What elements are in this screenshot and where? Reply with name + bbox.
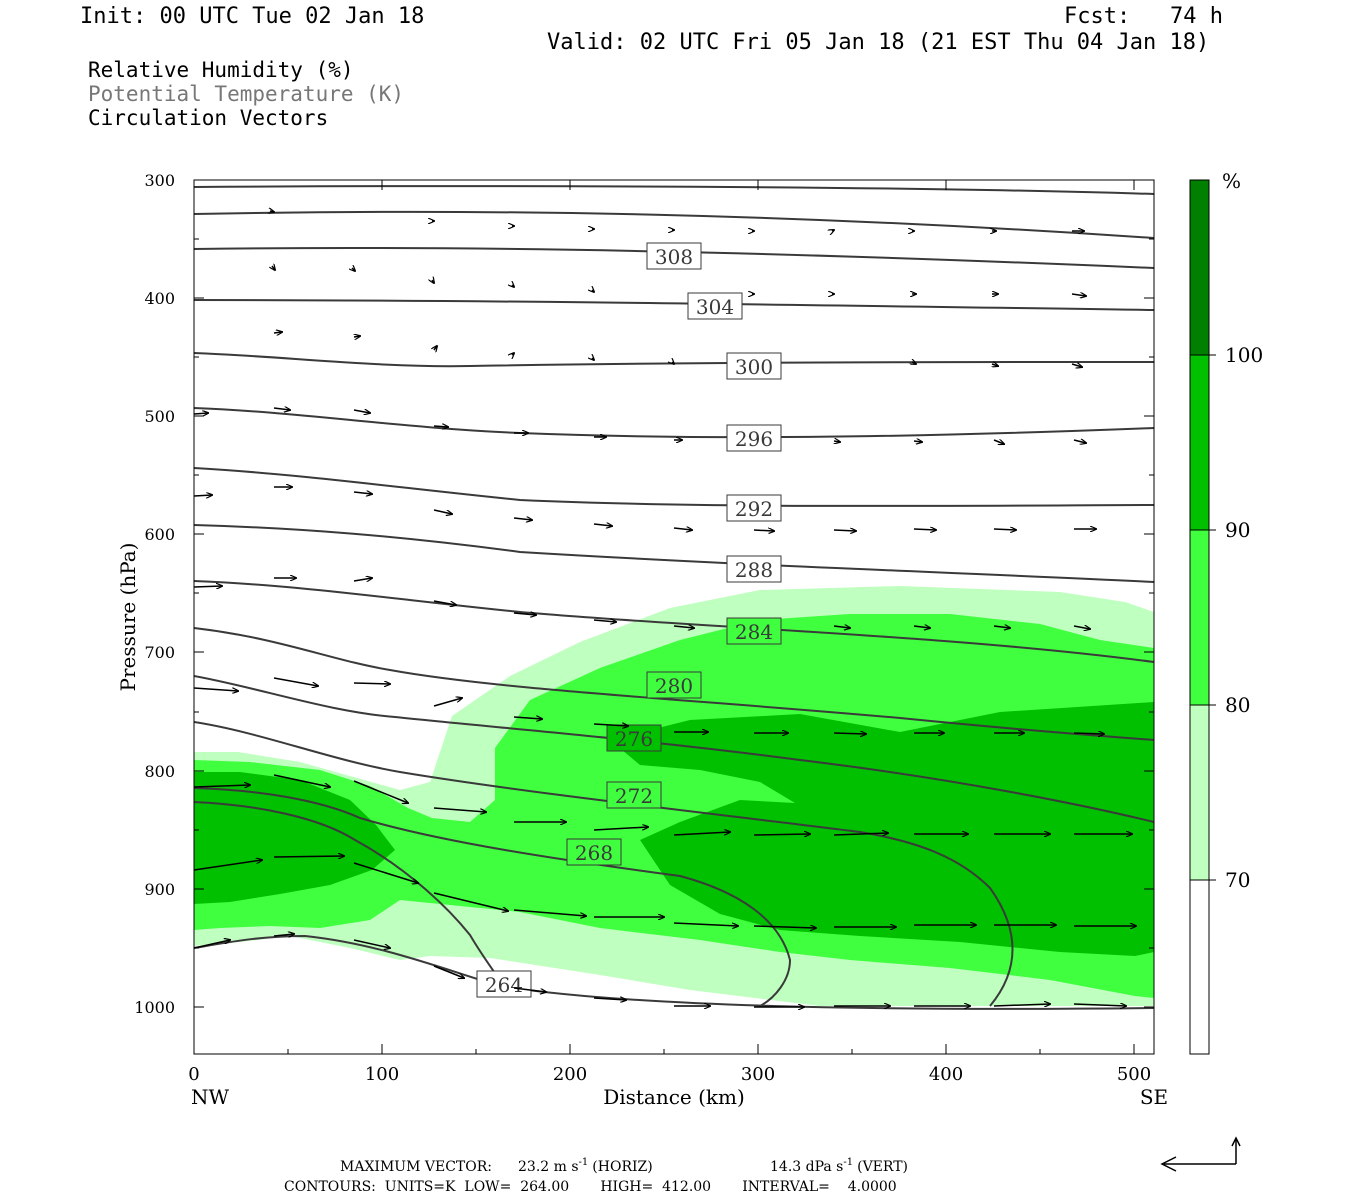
theta-line	[194, 801, 498, 977]
forecast-hour: Fcst: 74 h	[1064, 4, 1223, 29]
theta-label-276: 276	[606, 724, 662, 752]
svg-text:308: 308	[655, 245, 693, 269]
svg-text:288: 288	[735, 558, 773, 582]
theta-label-296: 296	[726, 424, 782, 452]
legend-vectors: Circulation Vectors	[88, 106, 329, 130]
colorbar: % 100 90 80 70	[1189, 169, 1263, 1055]
theta-label-280: 280	[646, 671, 702, 699]
svg-text:292: 292	[735, 497, 773, 521]
vector-row-middle	[194, 487, 1104, 734]
footer: MAXIMUM VECTOR: 23.2 m s-1 (HORIZ) 14.3 d…	[284, 1157, 908, 1195]
theta-line	[194, 627, 1154, 741]
colorbar-label: 80	[1225, 693, 1250, 717]
theta-line	[194, 580, 1154, 663]
valid-time: Valid: 02 UTC Fri 05 Jan 18 (21 EST Thu …	[547, 30, 1210, 55]
theta-line	[194, 721, 1014, 1007]
theta-label-264: 264	[476, 970, 532, 998]
theta-label-308: 308	[646, 242, 702, 270]
max-vector-vert: 14.3 dPa s-1 (VERT)	[770, 1157, 908, 1175]
vector-row-lower	[194, 774, 1136, 1007]
svg-text:296: 296	[735, 427, 773, 451]
colorbar-unit: %	[1222, 169, 1241, 193]
theta-label-304: 304	[687, 292, 743, 320]
rh-shading	[194, 586, 1154, 1006]
y-tick-label: 900	[144, 880, 175, 899]
vector-row-upper	[194, 211, 1086, 444]
svg-text:280: 280	[655, 674, 693, 698]
theta-line	[194, 352, 1154, 368]
colorbar-80	[1190, 530, 1209, 705]
svg-text:284: 284	[735, 620, 773, 644]
legend-rh: Relative Humidity (%)	[88, 58, 354, 82]
x-tick-label: 400	[929, 1064, 963, 1085]
y-tick-label: 700	[144, 643, 175, 662]
y-axis-title: Pressure (hPa)	[116, 543, 140, 692]
colorbar-70	[1190, 705, 1209, 880]
plot-frame	[193, 179, 1155, 1055]
x-tick-label: 300	[741, 1064, 775, 1085]
rh-90-region-east	[610, 702, 1154, 956]
colorbar-label: 70	[1225, 868, 1250, 892]
y-tick-label: 1000	[134, 998, 175, 1017]
max-vector-label: MAXIMUM VECTOR:	[340, 1159, 492, 1175]
max-vector-horiz: 23.2 m s-1 (HORIZ)	[518, 1157, 653, 1175]
x-left-label: NW	[191, 1085, 230, 1109]
svg-text:304: 304	[696, 295, 734, 319]
y-tick-label: 300	[144, 171, 175, 190]
svg-text:300: 300	[735, 355, 773, 379]
svg-text:268: 268	[575, 841, 613, 865]
contours-info: CONTOURS: UNITS=K LOW= 264.00 HIGH= 412.…	[284, 1179, 897, 1195]
theta-line	[194, 299, 1154, 311]
theta-label-292: 292	[726, 494, 782, 522]
y-axis-labels: 300 400 500 600 700 800 900 1000	[134, 171, 175, 1017]
theta-line	[194, 185, 1154, 195]
x-tick-label: 500	[1117, 1064, 1151, 1085]
x-tick-label: 200	[553, 1064, 587, 1085]
colorbar-100	[1190, 180, 1209, 355]
reference-vector-icon	[1160, 1136, 1241, 1172]
theta-label-300: 300	[726, 352, 782, 380]
x-tick-label: 0	[188, 1064, 199, 1085]
svg-text:264: 264	[485, 973, 523, 997]
x-axis-ticks	[193, 180, 1135, 1054]
svg-text:276: 276	[615, 727, 653, 751]
theta-line	[194, 524, 1154, 583]
theta-label-284: 284	[726, 617, 782, 645]
x-tick-label: 100	[365, 1064, 399, 1085]
legend-theta: Potential Temperature (K)	[88, 82, 405, 106]
theta-label-288: 288	[726, 555, 782, 583]
theta-label-268: 268	[566, 838, 622, 866]
theta-line	[194, 407, 1154, 439]
x-axis-labels: 0 100 200 300 400 500	[188, 1064, 1151, 1085]
theta-contours	[194, 185, 1154, 1010]
svg-text:272: 272	[615, 784, 653, 808]
y-tick-label: 400	[144, 289, 175, 308]
y-axis-ticks	[194, 179, 1154, 1008]
x-right-label: SE	[1140, 1085, 1168, 1109]
colorbar-below-70	[1190, 880, 1209, 1054]
theta-contour-labels: 308 304 300 296 292 288 284 280 276 272 …	[476, 242, 782, 998]
colorbar-90	[1190, 355, 1209, 530]
x-axis-title: Distance (km)	[603, 1085, 745, 1109]
circulation-vectors	[194, 211, 1136, 1007]
rh-90-region	[194, 772, 395, 904]
theta-label-272: 272	[606, 781, 662, 809]
colorbar-label: 100	[1225, 343, 1263, 367]
y-tick-label: 600	[144, 525, 175, 544]
y-tick-label: 800	[144, 762, 175, 781]
theta-line	[194, 467, 1154, 507]
colorbar-label: 90	[1225, 518, 1250, 542]
theta-line	[194, 210, 1154, 239]
y-tick-label: 500	[144, 407, 175, 426]
init-time: Init: 00 UTC Tue 02 Jan 18	[80, 4, 425, 29]
